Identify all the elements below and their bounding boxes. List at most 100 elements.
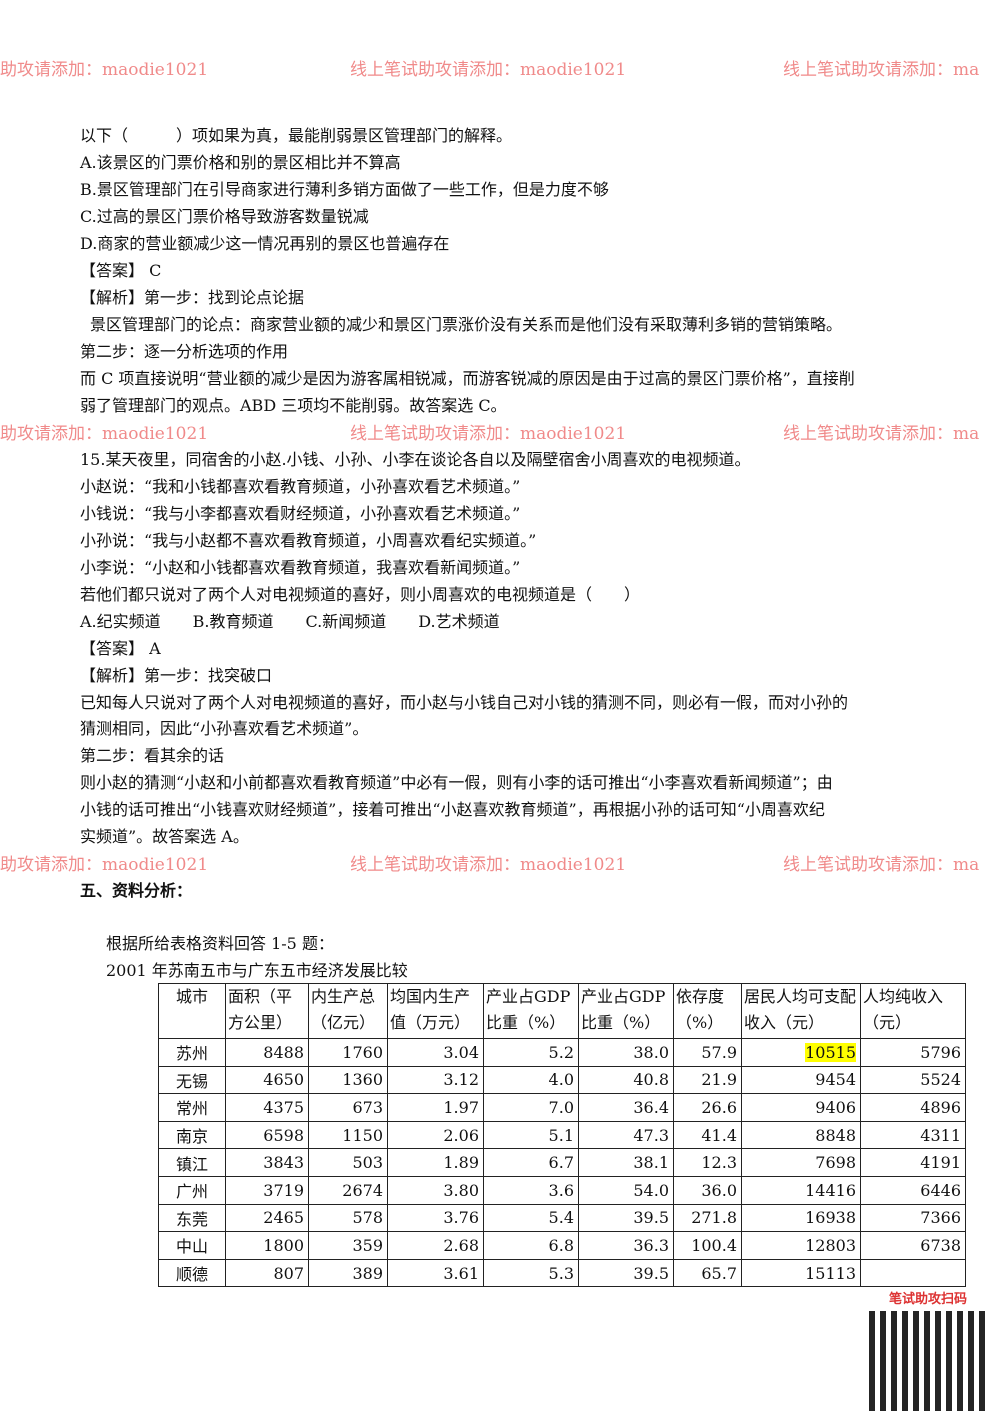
table-cell: 5.3	[483, 1258, 579, 1288]
text-line: 【答案】 A	[80, 639, 161, 658]
table-cell: 65.7	[673, 1258, 742, 1288]
table-cell: 389	[308, 1258, 388, 1288]
column-header: 产业占GDP比重（%）	[578, 983, 674, 1039]
table-cell: 2.68	[387, 1231, 484, 1260]
table-cell: 1.89	[387, 1148, 484, 1177]
table-cell: 4311	[860, 1120, 966, 1150]
table-row: 广州 3719 2674 3.80 3.6 54.0 36.0 14416 6446	[158, 1175, 966, 1205]
table-cell: 39.5	[578, 1258, 674, 1288]
text-line: 小钱的话可推出“小钱喜欢财经频道”，接着可推出“小赵喜欢教育频道”，再根据小孙的…	[80, 800, 825, 819]
table-cell: 顺德	[158, 1258, 226, 1288]
column-header: 人均纯收入（元）	[860, 983, 966, 1039]
table-cell: 7698	[741, 1148, 861, 1177]
table-cell: 8848	[741, 1120, 861, 1150]
table-cell: 57.9	[673, 1038, 742, 1067]
text-line: A.纪实频道 B.教育频道 C.新闻频道 D.艺术频道	[80, 612, 500, 631]
table-cell: 4896	[860, 1093, 966, 1122]
text-line: 小钱说：“我与小李都喜欢看财经频道，小孙喜欢看艺术频道。”	[80, 504, 521, 523]
text-line: 弱了管理部门的观点。ABD 三项均不能削弱。故答案选 C。	[80, 396, 507, 415]
table-row: 中山 1800 359 2.68 6.8 36.3 100.4 12803 6738	[158, 1231, 966, 1260]
table-cell: 38.1	[578, 1148, 674, 1177]
table-cell: 359	[308, 1231, 388, 1260]
table-cell: 1360	[308, 1065, 388, 1095]
text-line: 小李说：“小赵和小钱都喜欢看教育频道，我喜欢看新闻频道。”	[80, 558, 521, 577]
table-cell: 3.12	[387, 1065, 484, 1095]
text-line: 景区管理部门的论点：商家营业额的减少和景区门票涨价没有关系而是他们没有采取薄利多…	[90, 315, 843, 334]
table-cell: 7.0	[483, 1093, 579, 1122]
table-cell: 10515	[741, 1038, 861, 1067]
table-cell: 36.3	[578, 1231, 674, 1260]
text-line: 实频道”。故答案选 A。	[80, 827, 249, 846]
table-cell: 镇江	[158, 1148, 226, 1177]
table-cell: 578	[308, 1203, 388, 1233]
table-cell: 7366	[860, 1203, 966, 1233]
table-cell	[860, 1258, 966, 1288]
watermark-text: 线上笔试助攻请添加：ma	[783, 855, 980, 875]
text-line: A.该景区的门票价格和别的景区相比并不算高	[80, 153, 401, 172]
table-row: 无锡 4650 1360 3.12 4.0 40.8 21.9 9454 5524	[158, 1065, 966, 1095]
table-cell: 6.7	[483, 1148, 579, 1177]
column-header: 均国内生产值（万元）	[387, 983, 484, 1039]
column-header: 依存度（%）	[673, 983, 742, 1039]
table-cell: 1760	[308, 1038, 388, 1067]
table-cell: 39.5	[578, 1203, 674, 1233]
table-cell: 6738	[860, 1231, 966, 1260]
text-line: 2001 年苏南五市与广东五市经济发展比较	[106, 961, 408, 980]
table-cell: 1.97	[387, 1093, 484, 1122]
table-cell: 673	[308, 1093, 388, 1122]
table-cell: 常州	[158, 1093, 226, 1122]
table-cell: 14416	[741, 1175, 861, 1205]
highlighted-value: 10515	[805, 1042, 856, 1062]
text-line: 【答案】 C	[80, 261, 162, 280]
table-cell: 26.6	[673, 1093, 742, 1122]
table-cell: 807	[225, 1258, 309, 1288]
table-cell: 100.4	[673, 1231, 742, 1260]
table-row: 镇江 3843 503 1.89 6.7 38.1 12.3 7698 4191	[158, 1148, 966, 1177]
text-line: 而 C 项直接说明“营业额的减少是因为游客属相锐减，而游客锐减的原因是由于过高的…	[80, 369, 855, 388]
table-cell: 4.0	[483, 1065, 579, 1095]
table-cell: 503	[308, 1148, 388, 1177]
text-line: 根据所给表格资料回答 1-5 题：	[106, 934, 334, 953]
table-cell: 3719	[225, 1175, 309, 1205]
table-cell: 无锡	[158, 1065, 226, 1095]
text-line: D.商家的营业额减少这一情况再别的景区也普遍存在	[80, 234, 450, 253]
table-cell: 271.8	[673, 1203, 742, 1233]
table-cell: 16938	[741, 1203, 861, 1233]
table-cell: 南京	[158, 1120, 226, 1150]
text-line: 以下（ ）项如果为真，最能削弱景区管理部门的解释。	[80, 126, 513, 145]
column-header: 面积（平方公里）	[225, 983, 309, 1039]
table-cell: 47.3	[578, 1120, 674, 1150]
text-line: 第二步：看其余的话	[80, 746, 225, 765]
table-cell: 41.4	[673, 1120, 742, 1150]
table-cell: 广州	[158, 1175, 226, 1205]
text-line: 【解析】第一步：找到论点论据	[80, 288, 305, 307]
table-header: 城市 面积（平方公里） 内生产总（亿元） 均国内生产值（万元） 产业占GDP比重（%）产…	[158, 983, 966, 1039]
text-line: 【解析】第一步：找突破口	[80, 666, 273, 685]
table-cell: 苏州	[158, 1038, 226, 1067]
table-cell: 5.4	[483, 1203, 579, 1233]
table-cell: 9454	[741, 1065, 861, 1095]
table-cell: 中山	[158, 1231, 226, 1260]
data-table: 城市 面积（平方公里） 内生产总（亿元） 均国内生产值（万元） 产业占GDP比重（%）产…	[158, 983, 966, 1288]
watermark-text: 线上笔试助攻请添加：maodie1021	[350, 424, 627, 444]
table-cell: 54.0	[578, 1175, 674, 1205]
text-line: C.过高的景区门票价格导致游客数量锐减	[80, 207, 369, 226]
table-cell: 5524	[860, 1065, 966, 1095]
table-row: 东莞 2465 578 3.76 5.4 39.5 271.8 16938 7366	[158, 1203, 966, 1233]
table-cell: 4191	[860, 1148, 966, 1177]
qr-label: 笔试助攻扫码	[888, 1292, 967, 1307]
column-header: 产业占GDP比重（%）	[483, 983, 579, 1039]
watermark-text: 线上笔试助攻请添加：ma	[783, 424, 980, 444]
table-cell: 2465	[225, 1203, 309, 1233]
table-cell: 2.06	[387, 1120, 484, 1150]
table-cell: 3.61	[387, 1258, 484, 1288]
table-cell: 6598	[225, 1120, 309, 1150]
text-line: B.景区管理部门在引导商家进行薄利多销方面做了一些工作，但是力度不够	[80, 180, 609, 199]
table-cell: 6.8	[483, 1231, 579, 1260]
column-header: 城市	[158, 983, 226, 1039]
text-line: 则小赵的猜测“小赵和小前都喜欢看教育频道”中必有一假，则有小李的话可推出“小李喜…	[80, 773, 833, 792]
text-line: 小孙说：“我与小赵都不喜欢看教育频道，小周喜欢看纪实频道。”	[80, 531, 537, 550]
table-cell: 8488	[225, 1038, 309, 1067]
text-line: 第二步：逐一分析选项的作用	[80, 342, 289, 361]
